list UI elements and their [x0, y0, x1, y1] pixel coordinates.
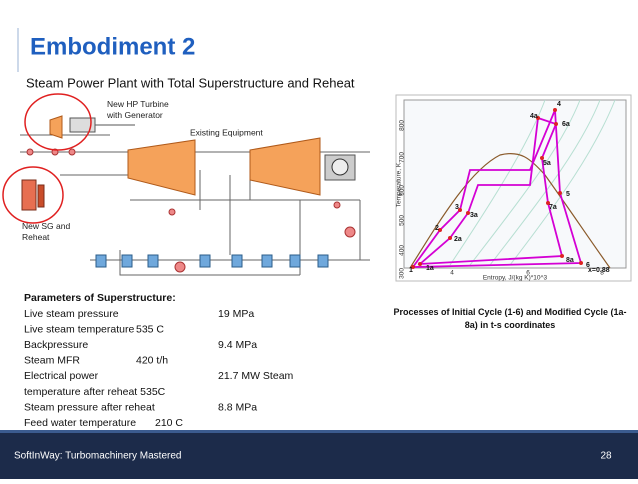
point-label: 4a [530, 113, 538, 120]
point-label: 3 [455, 204, 459, 211]
point-label: 5 [566, 191, 570, 198]
param-label: Live steam pressure [24, 308, 119, 320]
param-label: Live steam temperature [24, 323, 134, 335]
sg-label: New SG and Reheat [22, 221, 70, 242]
param-value: 19 MPa [218, 308, 254, 320]
param-label: Steam pressure after reheat [24, 401, 155, 413]
param-label: Steam MFR [24, 355, 80, 367]
param-value: 21.7 MW Steam [218, 370, 294, 382]
subtitle: Steam Power Plant with Total Superstruct… [26, 75, 355, 90]
schematic [2, 93, 370, 276]
x-tick-label: 4 [450, 270, 454, 277]
y-tick-label: 400 [399, 245, 406, 256]
param-label: Backpressure [24, 339, 88, 351]
y-tick-label: 700 [399, 152, 406, 163]
point-label: 6a [562, 121, 570, 128]
params-heading: Parameters of Superstructure: [24, 292, 176, 304]
page-number: 28 [600, 451, 612, 462]
footer-company: SoftInWay: Turbomachinery Mastered [14, 451, 181, 462]
param-value: 9.4 MPa [218, 339, 257, 351]
x-tick-label: 6 [526, 270, 530, 277]
point-label: 2 [435, 225, 439, 232]
param-value: 8.8 MPa [218, 401, 257, 413]
y-axis-label: Temperature, K [396, 162, 403, 207]
point-label: 6 [586, 262, 590, 269]
footer-bar [0, 430, 638, 479]
param-value: 420 t/h [136, 355, 168, 367]
y-tick-label: 300 [399, 268, 406, 279]
point-label: 1 [409, 267, 413, 274]
y-tick-label: 800 [399, 120, 406, 131]
point-label: 8a [566, 257, 574, 264]
ts-diagram [395, 94, 632, 282]
point-label: 1a [426, 265, 434, 272]
existing-label: Existing Equipment [190, 127, 263, 137]
point-label: 3a [470, 212, 478, 219]
point-label: 4 [557, 101, 561, 108]
param-label: temperature after reheat 535C [24, 386, 166, 398]
x-tick-label: 8 [600, 270, 604, 277]
x-axis-label: Entropy, J/(kg K)*10^3 [483, 275, 548, 282]
param-label: Feed water temperature [24, 417, 136, 429]
point-label: 2a [454, 236, 462, 243]
y-tick-label: 500 [399, 215, 406, 226]
param-label: Electrical power [24, 370, 99, 382]
param-value: 210 C [155, 417, 183, 429]
point-label: x=0.88 [588, 267, 610, 274]
hp-turbine-label: New HP Turbine with Generator [106, 99, 169, 120]
point-label: 5a [543, 160, 551, 167]
param-value: 535 C [136, 323, 164, 335]
point-label: 7a [549, 204, 557, 211]
y-tick-label: 600 [399, 185, 406, 196]
ts-caption: Processes of Initial Cycle (1-6) and Mod… [393, 307, 626, 330]
footer-accent [0, 430, 638, 433]
title: Embodiment 2 [30, 33, 195, 60]
